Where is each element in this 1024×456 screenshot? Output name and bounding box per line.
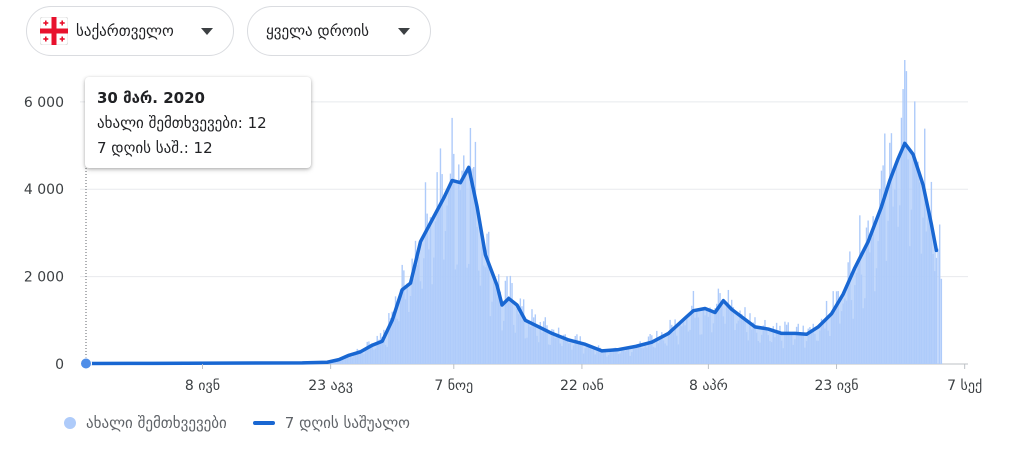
x-tick-label: 8 აპრ	[689, 377, 728, 394]
y-tick-label: 0	[55, 357, 64, 373]
chevron-down-icon	[398, 28, 410, 35]
chart-legend: ახალი შემთხვევები 7 დღის საშუალო	[64, 414, 410, 432]
daily-case-bar	[935, 257, 938, 364]
tooltip-date: 30 მარ. 2020	[97, 89, 205, 107]
y-tick-label: 6 000	[24, 95, 64, 111]
x-tick-label: 23 ივნ	[815, 378, 859, 394]
y-tick-label: 4 000	[24, 182, 64, 198]
legend-line-swatch	[252, 421, 275, 425]
tooltip-average: 7 დღის საშ.: 12	[97, 139, 213, 157]
tooltip-new-cases: ახალი შემთხვევები: 12	[97, 114, 267, 132]
cases-area	[86, 143, 937, 364]
time-range-dropdown[interactable]: ყველა დროის	[247, 6, 431, 56]
cases-chart[interactable]: 0 2 000 4 000 6 000 8 ივნ 23 აგვ 7 ნოე 22 იან 8…	[0, 60, 1024, 400]
legend-bars-swatch	[64, 417, 76, 429]
x-tick-label: 23 აგვ	[308, 378, 353, 394]
x-tick-label: 7 ნოე	[434, 378, 473, 394]
daily-case-bar	[940, 278, 943, 364]
georgia-flag-icon	[40, 17, 68, 45]
legend-bars-label: ახალი შემთხვევები	[86, 414, 227, 432]
x-tick-label: 7 სექ	[947, 378, 982, 394]
legend-line-label: 7 დღის საშუალო	[284, 414, 410, 432]
x-tick-label: 22 იან	[560, 378, 604, 394]
hover-tooltip: 30 მარ. 2020 ახალი შემთხვევები: 12 7 დღი…	[85, 77, 311, 168]
daily-case-bar	[939, 224, 941, 364]
region-dropdown[interactable]: საქართველო	[26, 6, 234, 56]
y-tick-label: 2 000	[24, 270, 64, 286]
daily-case-bar	[937, 248, 939, 364]
region-label: საქართველო	[76, 22, 174, 40]
seven-day-average-line	[84, 141, 939, 366]
highlight-point	[80, 357, 92, 370]
time-range-label: ყველა დროის	[266, 22, 370, 40]
x-tick-label: 8 ივნ	[185, 378, 220, 394]
chevron-down-icon	[201, 28, 213, 35]
